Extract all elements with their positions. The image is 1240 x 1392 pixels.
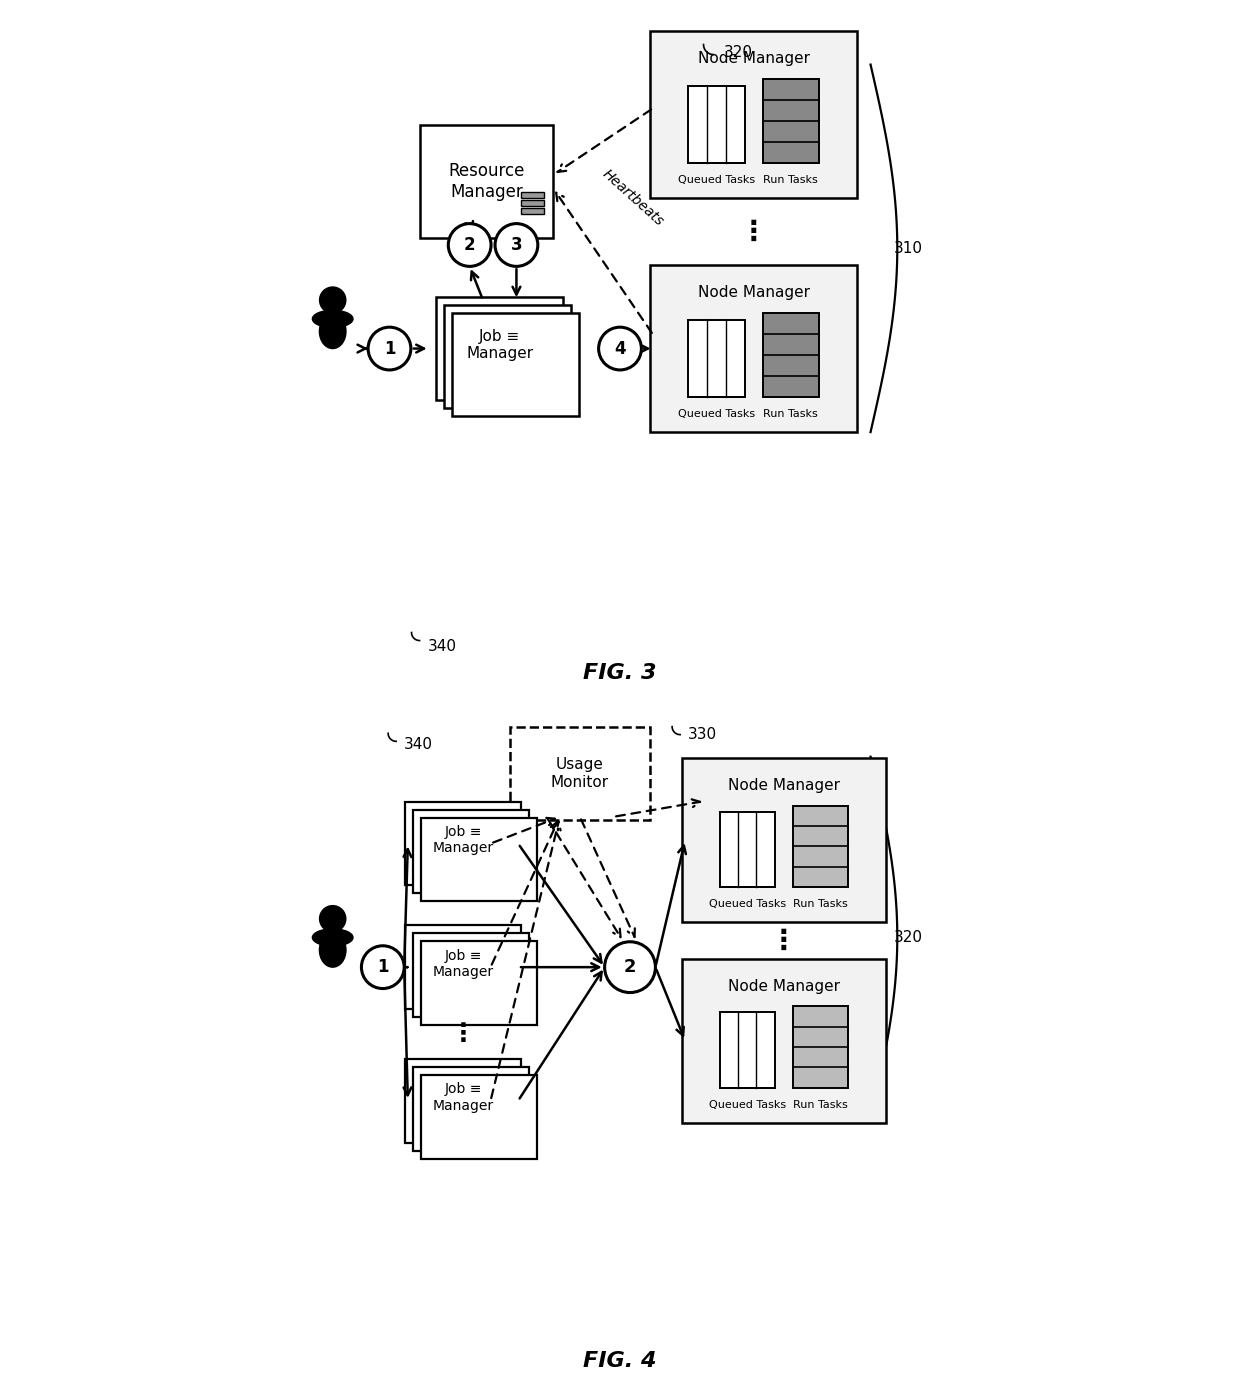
Bar: [719, 812, 775, 887]
Ellipse shape: [320, 315, 346, 348]
Bar: [792, 1006, 848, 1087]
Text: Resource
Manager: Resource Manager: [448, 161, 525, 200]
Circle shape: [320, 906, 346, 931]
Ellipse shape: [320, 933, 346, 967]
Circle shape: [368, 327, 410, 370]
FancyBboxPatch shape: [413, 1068, 529, 1151]
Circle shape: [320, 287, 346, 313]
Text: 340: 340: [404, 736, 433, 752]
FancyBboxPatch shape: [453, 313, 579, 416]
FancyBboxPatch shape: [413, 810, 529, 894]
Text: 320: 320: [724, 45, 753, 60]
FancyBboxPatch shape: [404, 802, 522, 885]
Bar: [719, 1012, 775, 1087]
Text: Job ≡
Manager: Job ≡ Manager: [433, 1083, 494, 1112]
Circle shape: [599, 327, 641, 370]
FancyBboxPatch shape: [420, 818, 537, 902]
FancyBboxPatch shape: [510, 727, 650, 820]
Text: Node Manager: Node Manager: [698, 285, 810, 301]
Bar: [521, 207, 544, 214]
Text: 1: 1: [383, 340, 396, 358]
FancyBboxPatch shape: [436, 296, 563, 401]
Ellipse shape: [312, 928, 353, 947]
Text: 1: 1: [377, 958, 388, 976]
Bar: [688, 86, 744, 163]
Bar: [763, 79, 818, 163]
Text: FIG. 4: FIG. 4: [583, 1352, 657, 1371]
Text: Queued Tasks: Queued Tasks: [678, 409, 755, 419]
FancyBboxPatch shape: [419, 125, 553, 238]
FancyBboxPatch shape: [650, 31, 857, 198]
Bar: [521, 192, 544, 198]
Text: Job ≡
Manager: Job ≡ Manager: [433, 825, 494, 855]
Circle shape: [495, 224, 538, 266]
Text: Heartbeats: Heartbeats: [600, 167, 667, 230]
Bar: [521, 199, 544, 206]
Text: 340: 340: [428, 639, 456, 654]
FancyBboxPatch shape: [420, 941, 537, 1025]
Text: FIG. 3: FIG. 3: [583, 663, 657, 682]
Text: 310: 310: [894, 241, 923, 256]
FancyBboxPatch shape: [420, 1075, 537, 1158]
Circle shape: [605, 942, 656, 992]
Text: ⋮: ⋮: [770, 927, 797, 955]
FancyBboxPatch shape: [650, 264, 857, 432]
Text: Run Tasks: Run Tasks: [792, 899, 847, 909]
Text: ⋮: ⋮: [450, 1022, 475, 1045]
Text: Usage
Monitor: Usage Monitor: [551, 757, 609, 789]
Text: Queued Tasks: Queued Tasks: [709, 1100, 786, 1109]
Bar: [763, 313, 818, 397]
Text: Run Tasks: Run Tasks: [792, 1100, 847, 1109]
FancyBboxPatch shape: [404, 926, 522, 1009]
Text: Job ≡
Manager: Job ≡ Manager: [433, 949, 494, 979]
Text: ⋮: ⋮: [740, 217, 768, 245]
Text: Node Manager: Node Manager: [698, 52, 810, 67]
Text: 3: 3: [511, 237, 522, 253]
Text: Queued Tasks: Queued Tasks: [678, 175, 755, 185]
Text: Job ≡
Manager: Job ≡ Manager: [466, 329, 533, 362]
Bar: [688, 320, 744, 397]
Text: 330: 330: [688, 727, 717, 742]
FancyBboxPatch shape: [682, 759, 885, 922]
Circle shape: [449, 224, 491, 266]
Ellipse shape: [312, 310, 353, 327]
Text: Queued Tasks: Queued Tasks: [709, 899, 786, 909]
Text: Run Tasks: Run Tasks: [764, 175, 818, 185]
Text: 4: 4: [614, 340, 626, 358]
Text: 2: 2: [624, 958, 636, 976]
Text: Node Manager: Node Manager: [728, 778, 839, 793]
Text: Run Tasks: Run Tasks: [764, 409, 818, 419]
FancyBboxPatch shape: [444, 305, 572, 408]
Text: 2: 2: [464, 237, 475, 253]
FancyBboxPatch shape: [404, 1059, 522, 1143]
FancyBboxPatch shape: [682, 959, 885, 1122]
Bar: [792, 806, 848, 887]
Circle shape: [361, 945, 404, 988]
Text: Node Manager: Node Manager: [728, 979, 839, 994]
Text: 320: 320: [894, 930, 923, 945]
FancyBboxPatch shape: [413, 934, 529, 1018]
